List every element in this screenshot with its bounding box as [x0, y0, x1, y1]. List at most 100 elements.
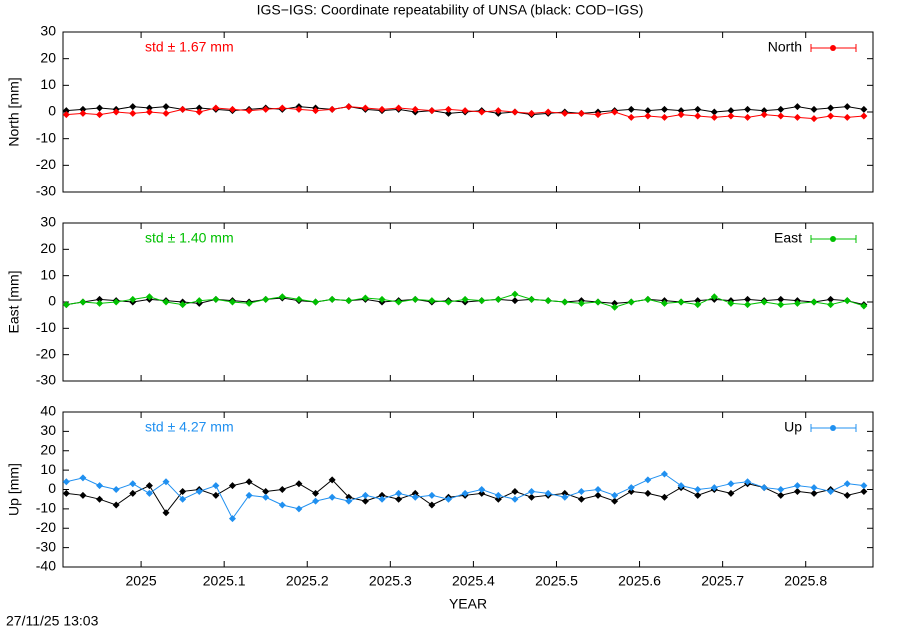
- data-point: [710, 293, 718, 301]
- data-point: [594, 491, 602, 499]
- data-point: [594, 486, 602, 493]
- data-point: [295, 295, 303, 303]
- data-point: [777, 295, 785, 303]
- data-point: [262, 493, 270, 501]
- data-point: [428, 297, 436, 305]
- y-tick-label: 40: [40, 403, 56, 419]
- data-point: [777, 105, 785, 113]
- data-point: [660, 105, 668, 113]
- data-point: [644, 295, 652, 303]
- data-point: [494, 295, 502, 303]
- data-point: [611, 299, 619, 307]
- data-point: [278, 486, 286, 493]
- data-point: [145, 293, 153, 301]
- data-point: [162, 478, 170, 486]
- data-point: [810, 484, 818, 492]
- data-point: [494, 107, 502, 115]
- data-point: [395, 495, 403, 503]
- data-point: [777, 491, 785, 499]
- data-point: [677, 111, 685, 119]
- data-point: [577, 299, 585, 307]
- data-point: [660, 470, 668, 478]
- data-point: [860, 487, 868, 495]
- data-point: [644, 112, 652, 120]
- data-point: [62, 107, 70, 115]
- data-point: [312, 497, 320, 505]
- data-point: [295, 480, 303, 488]
- data-point: [461, 489, 469, 497]
- data-point: [744, 113, 752, 121]
- data-point: [478, 489, 486, 497]
- data-point: [561, 493, 569, 501]
- y-tick-label: -30: [36, 372, 56, 388]
- data-point: [411, 295, 419, 303]
- data-point: [378, 295, 386, 303]
- data-point: [145, 482, 153, 490]
- data-point: [112, 298, 120, 306]
- data-point: [411, 105, 419, 113]
- data-point: [627, 113, 635, 121]
- data-point: [843, 480, 851, 488]
- data-point: [660, 493, 668, 501]
- data-point: [295, 505, 303, 513]
- data-point: [660, 299, 668, 307]
- data-point: [245, 491, 253, 499]
- y-axis-label: East [mm]: [6, 270, 22, 333]
- data-point: [627, 487, 635, 495]
- data-point: [511, 495, 519, 503]
- x-tick-label: 2025.8: [784, 573, 827, 589]
- data-point: [561, 109, 569, 117]
- data-point: [378, 495, 386, 503]
- data-point: [843, 103, 851, 111]
- data-point: [528, 487, 536, 495]
- data-point: [627, 298, 635, 306]
- data-point: [212, 295, 220, 303]
- data-point: [179, 105, 187, 113]
- data-point: [494, 491, 502, 499]
- y-tick-label: 0: [48, 480, 56, 496]
- data-point: [395, 298, 403, 306]
- data-point: [511, 108, 519, 116]
- data-point: [345, 497, 353, 505]
- data-point: [644, 107, 652, 115]
- data-point: [162, 103, 170, 111]
- y-tick-label: 20: [40, 441, 56, 457]
- timestamp: 27/11/25 13:03: [6, 613, 99, 629]
- legend-marker: [830, 425, 836, 431]
- legend-label: East: [774, 230, 802, 246]
- data-point: [345, 103, 353, 111]
- data-point: [760, 111, 768, 119]
- data-point: [528, 109, 536, 117]
- data-point: [245, 478, 253, 486]
- y-tick-label: 30: [40, 23, 56, 39]
- x-axis-label: YEAR: [449, 596, 487, 612]
- data-point: [411, 489, 419, 497]
- data-point: [278, 104, 286, 112]
- data-point: [245, 299, 253, 307]
- data-point: [395, 104, 403, 112]
- data-point: [212, 491, 220, 499]
- annotation: std ± 4.27 mm: [145, 419, 234, 435]
- data-point: [644, 476, 652, 484]
- data-point: [228, 105, 236, 113]
- data-point: [195, 108, 203, 116]
- y-tick-label: -10: [36, 500, 56, 516]
- y-tick-label: -40: [36, 558, 56, 574]
- data-point: [777, 486, 785, 493]
- legend-marker: [830, 236, 836, 242]
- data-point: [195, 297, 203, 305]
- data-point: [478, 297, 486, 305]
- data-point: [62, 478, 70, 486]
- data-point: [444, 298, 452, 306]
- y-tick-label: 0: [48, 293, 56, 309]
- x-tick-label: 2025.3: [369, 573, 412, 589]
- y-tick-label: -30: [36, 183, 56, 199]
- data-point: [710, 108, 718, 116]
- data-point: [860, 112, 868, 120]
- data-point: [444, 495, 452, 503]
- data-point: [96, 482, 104, 490]
- data-point: [129, 489, 137, 497]
- data-point: [577, 109, 585, 117]
- data-point: [827, 295, 835, 303]
- data-point: [793, 113, 801, 121]
